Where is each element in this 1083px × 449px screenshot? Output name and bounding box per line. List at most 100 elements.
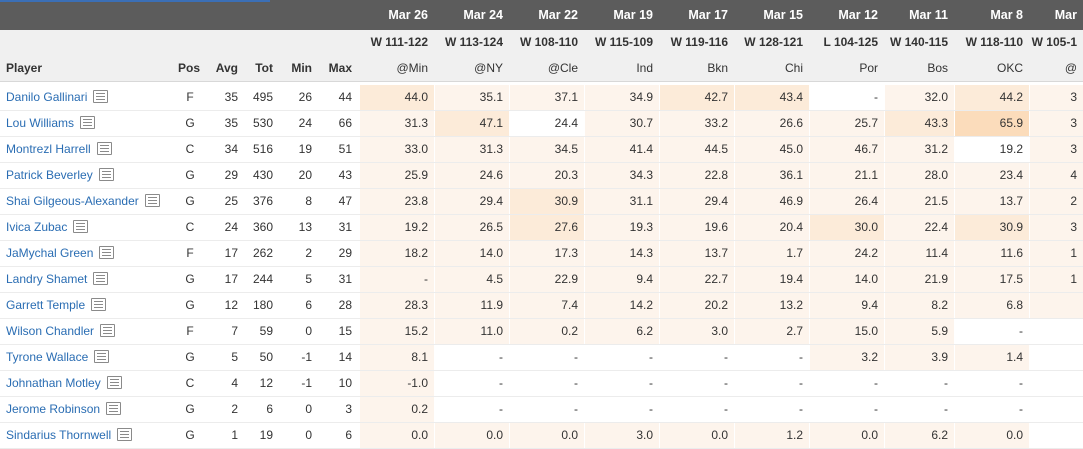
top-bar [0, 0, 1083, 30]
player-name-link[interactable]: Patrick Beverley [6, 168, 93, 182]
header-max[interactable]: Max [328, 61, 352, 75]
game-date[interactable]: Mar 19 [613, 8, 653, 22]
game-result[interactable]: W 115-109 [594, 35, 653, 49]
game-value-cell: - [955, 397, 1029, 422]
game-result[interactable]: W 105-1 [1031, 35, 1077, 49]
game-value-cell: 35.1 [435, 85, 509, 110]
game-date[interactable]: Mar 26 [388, 8, 428, 22]
game-value-cell: 19.2 [955, 137, 1029, 162]
game-opponent[interactable]: @ [1064, 61, 1077, 75]
player-card-icon[interactable] [144, 194, 160, 207]
player-cell: Tyrone Wallace [6, 345, 110, 370]
game-opponent[interactable]: Ind [636, 61, 653, 75]
game-result[interactable]: W 118-110 [965, 35, 1023, 49]
header-avg[interactable]: Avg [215, 61, 238, 75]
game-opponent[interactable]: @NY [474, 61, 503, 75]
game-result[interactable]: W 140-115 [889, 35, 948, 49]
player-name-link[interactable]: Sindarius Thornwell [6, 428, 112, 442]
header-pos[interactable]: Pos [177, 61, 200, 75]
game-result[interactable]: L 104-125 [823, 35, 879, 49]
game-value-cell: 24.4 [510, 111, 584, 136]
player-card-icon[interactable] [94, 350, 110, 363]
game-result[interactable]: W 111-122 [370, 35, 428, 49]
player-name-link[interactable]: Ivica Zubac [6, 220, 68, 234]
player-pos: F [186, 90, 194, 104]
player-min: 8 [305, 194, 312, 208]
game-opponent[interactable]: Bos [927, 61, 948, 75]
game-date[interactable]: Mar 24 [463, 8, 503, 22]
game-date[interactable]: Mar 17 [688, 8, 728, 22]
game-date[interactable]: Mar 12 [838, 8, 878, 22]
game-opponent[interactable]: Bkn [707, 61, 728, 75]
player-card-icon[interactable] [106, 402, 122, 415]
player-name-link[interactable]: Montrezl Harrell [6, 142, 91, 156]
player-name-link[interactable]: JaMychal Green [6, 246, 94, 260]
table-row: Garrett Temple G 12 180 6 28 28.3 11.9 7.4 14.2 20… [0, 293, 1083, 319]
table-row: Johnathan Motley C 4 12 -1 10 -1.0- - - - - - - - [0, 371, 1083, 397]
table-row: JaMychal Green F 17 262 2 29 18.2 14.0 17.3 14.3 1… [0, 241, 1083, 267]
game-value-cell: 26.5 [435, 215, 509, 240]
game-value-cell: 22.9 [510, 267, 584, 292]
player-name-link[interactable]: Garrett Temple [6, 298, 86, 312]
player-card-icon[interactable] [98, 168, 114, 181]
game-value-cell: - [435, 397, 509, 422]
game-opponent[interactable]: Por [859, 61, 878, 75]
game-value-cell: - [435, 345, 509, 370]
player-avg: 5 [231, 350, 238, 364]
player-card-icon[interactable] [73, 220, 89, 233]
player-card-icon[interactable] [117, 428, 133, 441]
game-value-cell: 19.4 [735, 267, 809, 292]
table-row: Wilson Chandler F 7 59 0 15 15.2 11.0 0.2 6.2 3.0 2… [0, 319, 1083, 345]
player-name-link[interactable]: Landry Shamet [6, 272, 88, 286]
game-date[interactable]: Mar 8 [990, 8, 1023, 22]
player-card-icon[interactable] [93, 272, 109, 285]
player-card-icon[interactable] [91, 298, 107, 311]
game-opponent[interactable]: OKC [996, 61, 1023, 75]
player-name-link[interactable]: Johnathan Motley [6, 376, 101, 390]
header-tot[interactable]: Tot [255, 61, 273, 75]
player-card-icon[interactable] [100, 324, 116, 337]
player-card-icon[interactable] [96, 142, 112, 155]
game-value-cell: 3 [1030, 137, 1083, 162]
game-result[interactable]: W 119-116 [670, 35, 728, 49]
game-value-cell: -1.0 [360, 371, 434, 396]
game-opponent[interactable]: @Cle [547, 61, 578, 75]
game-date[interactable]: Mar 15 [763, 8, 803, 22]
game-value-cell: 11.9 [435, 293, 509, 318]
player-name-link[interactable]: Wilson Chandler [6, 324, 95, 338]
player-name-link[interactable]: Tyrone Wallace [6, 350, 89, 364]
header-player[interactable]: Player [6, 61, 43, 75]
player-min: -1 [301, 376, 312, 390]
player-min: 24 [298, 116, 312, 130]
player-avg: 35 [224, 90, 238, 104]
player-name-link[interactable]: Shai Gilgeous-Alexander [6, 194, 139, 208]
header-min[interactable]: Min [291, 61, 312, 75]
game-result[interactable]: W 108-110 [519, 35, 578, 49]
player-max: 43 [338, 168, 352, 182]
game-date[interactable]: Mar 11 [909, 8, 948, 22]
game-value-cell: 22.8 [660, 163, 734, 188]
game-value-cell: 36.1 [735, 163, 809, 188]
table-row: Montrezl Harrell C 34 516 19 51 33.0 31.3 34.5 41… [0, 137, 1083, 163]
player-card-icon[interactable] [93, 90, 109, 103]
game-value-cell: 26.6 [735, 111, 809, 136]
player-avg: 1 [231, 428, 238, 442]
game-value-cell: 20.2 [660, 293, 734, 318]
game-result[interactable]: W 113-124 [444, 35, 503, 49]
game-value-cell: 3.2 [810, 345, 884, 370]
player-card-icon[interactable] [80, 116, 96, 129]
player-name-link[interactable]: Jerome Robinson [6, 402, 101, 416]
game-date[interactable]: Mar [1054, 8, 1077, 22]
player-card-icon[interactable] [99, 246, 115, 259]
player-name-link[interactable]: Lou Williams [6, 116, 75, 130]
game-opponent[interactable]: @Min [396, 61, 428, 75]
game-date[interactable]: Mar 22 [538, 8, 578, 22]
game-value-cell: - [585, 397, 659, 422]
game-value-cell: 13.7 [660, 241, 734, 266]
table-row: Landry Shamet G 17 244 5 31-4.5 22.9 9.4 22.7 19.… [0, 267, 1083, 293]
player-name-link[interactable]: Danilo Gallinari [6, 90, 88, 104]
game-opponent[interactable]: Chi [784, 61, 803, 75]
player-card-icon[interactable] [106, 376, 122, 389]
game-result[interactable]: W 128-121 [744, 35, 803, 49]
player-max: 15 [338, 324, 352, 338]
